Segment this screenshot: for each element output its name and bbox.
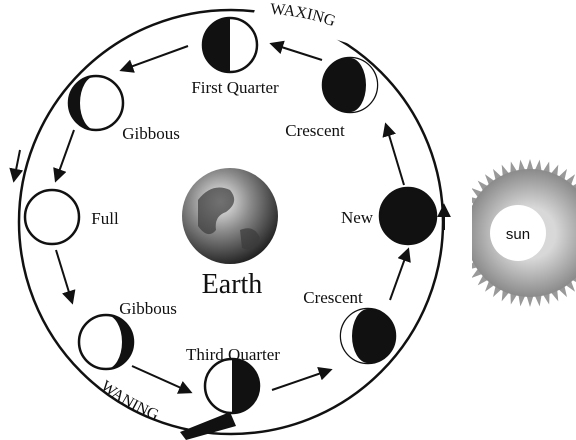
sun-ray [459,245,472,252]
phase-label: Gibbous [119,299,177,318]
sun-ray [456,229,468,236]
waning-label: WANING [98,378,162,425]
phase-label: First Quarter [191,78,279,97]
phase-label: Gibbous [122,124,180,143]
observer-wedge [180,412,236,440]
sun-ray [459,213,472,220]
sun-ray [457,237,469,244]
sun-ray [457,221,469,228]
moon-phases-diagram: sun WAXING WANING Earth [0,0,576,440]
phase-label: Crescent [303,288,363,307]
phase-label: Third Quarter [186,345,280,364]
waning-text: WANING [98,378,162,425]
earth-label: Earth [202,269,263,300]
orbit-arrow [14,150,20,180]
phase-label: Full [91,209,119,228]
phase-label: Crescent [285,121,345,140]
sun-label: sun [506,226,530,243]
phase-label: New [341,208,374,227]
earth [182,168,278,264]
